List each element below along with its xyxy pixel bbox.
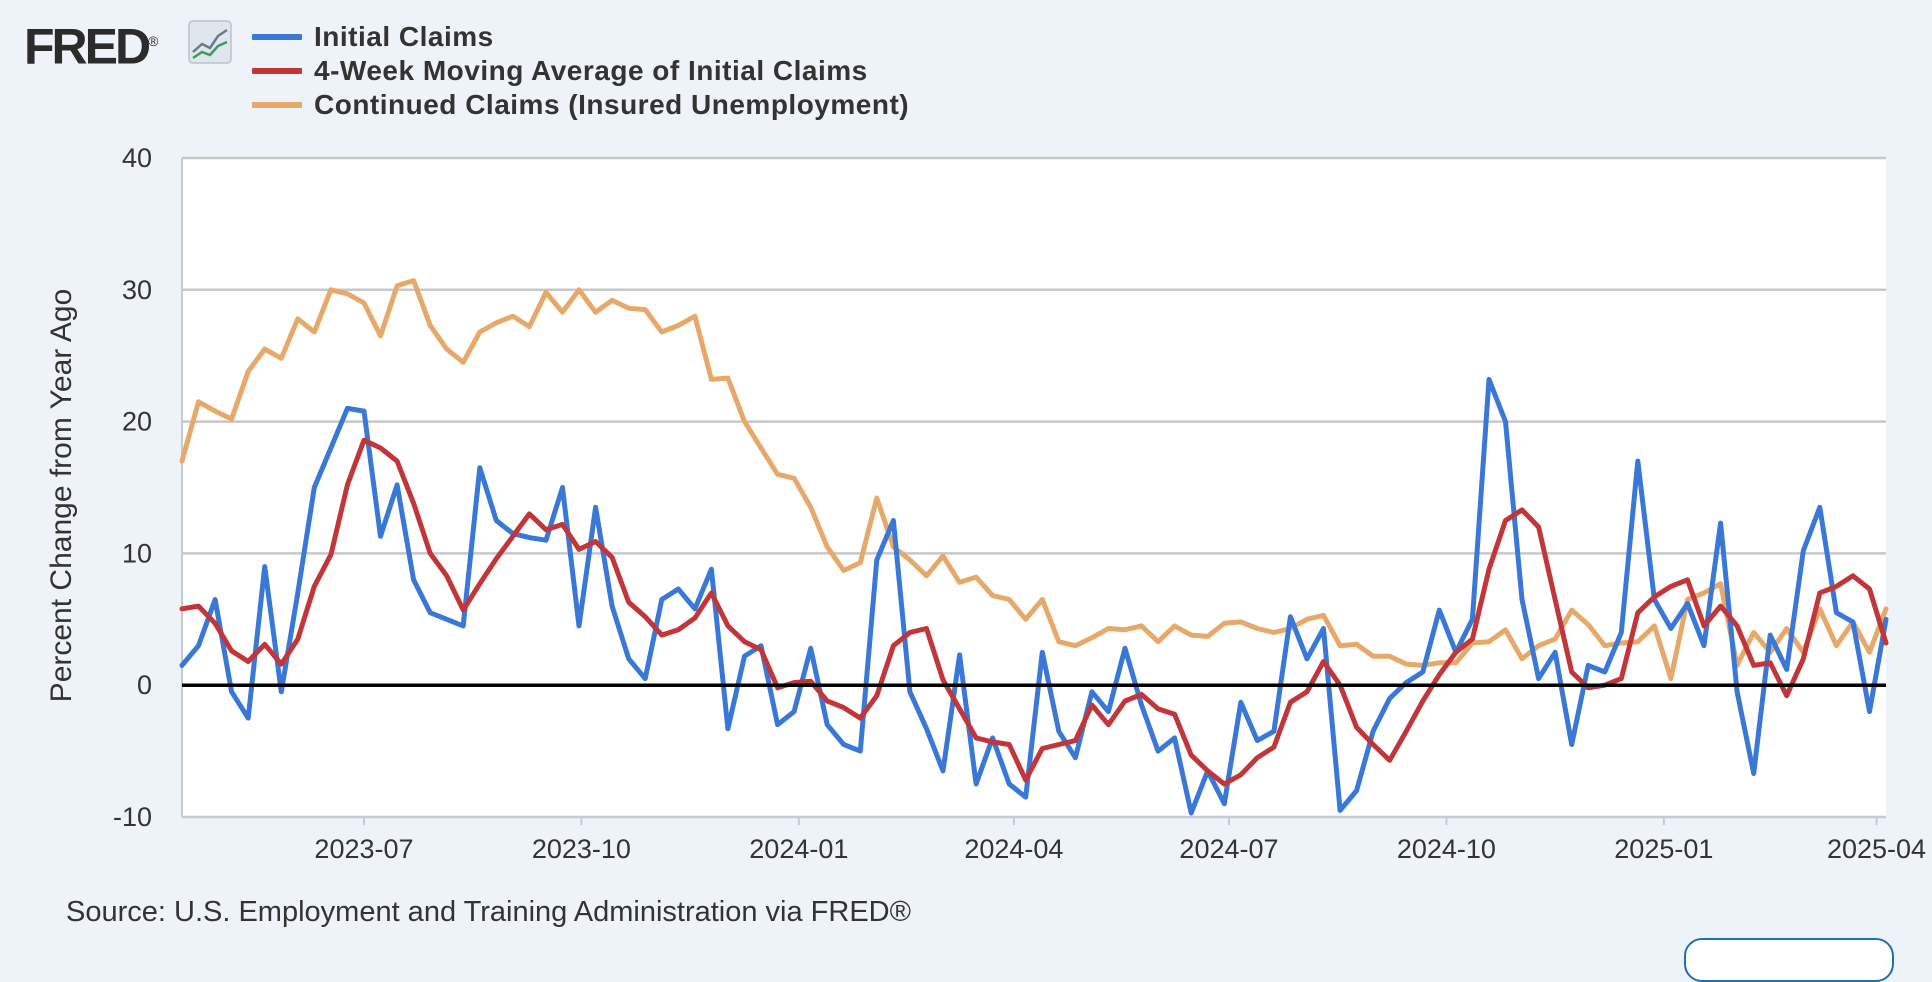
fred-logo[interactable]: FRED® (24, 14, 234, 74)
legend-item[interactable]: Initial Claims (252, 20, 909, 54)
y-tick-label: 40 (122, 143, 152, 173)
x-tick-label: 2025-01 (1614, 834, 1713, 864)
source-note: Source: U.S. Employment and Training Adm… (66, 896, 911, 928)
legend-label: Initial Claims (314, 21, 494, 52)
x-tick-label: 2024-01 (749, 834, 848, 864)
legend-item[interactable]: Continued Claims (Insured Unemployment) (252, 88, 909, 122)
legend-swatch (252, 68, 302, 74)
y-axis-title: Percent Change from Year Ago (45, 289, 78, 703)
y-tick-label: 30 (122, 275, 152, 305)
series-line-3 (179, 278, 1889, 682)
legend-swatch (252, 34, 302, 40)
y-tick-label: -10 (113, 802, 152, 832)
edit-graph-button[interactable] (1684, 938, 1894, 982)
y-tick-label: 0 (137, 670, 152, 700)
series-line-1 (179, 376, 1889, 816)
legend-swatch (252, 102, 302, 108)
logo-text: FRED® (24, 18, 159, 75)
y-tick-label: 10 (122, 538, 152, 568)
y-tick-label: 20 (122, 407, 152, 437)
legend-item[interactable]: 4-Week Moving Average of Initial Claims (252, 54, 909, 88)
chart-legend: Initial Claims 4-Week Moving Average of I… (252, 20, 909, 122)
x-tick-label: 2025-04 (1827, 834, 1926, 864)
line-chart: -10 0 10 20 30 40 2023-07 2023-10 2024-01 2024-04… (45, 143, 1926, 864)
legend-label: Continued Claims (Insured Unemployment) (314, 89, 910, 120)
x-tick-label: 2024-07 (1179, 834, 1278, 864)
x-tick-label: 2024-10 (1397, 834, 1496, 864)
x-tick-label: 2024-04 (964, 834, 1063, 864)
legend-label: 4-Week Moving Average of Initial Claims (314, 55, 868, 86)
fred-chart-icon (188, 20, 232, 64)
x-tick-label: 2023-07 (314, 834, 413, 864)
x-tick-label: 2023-10 (532, 834, 631, 864)
